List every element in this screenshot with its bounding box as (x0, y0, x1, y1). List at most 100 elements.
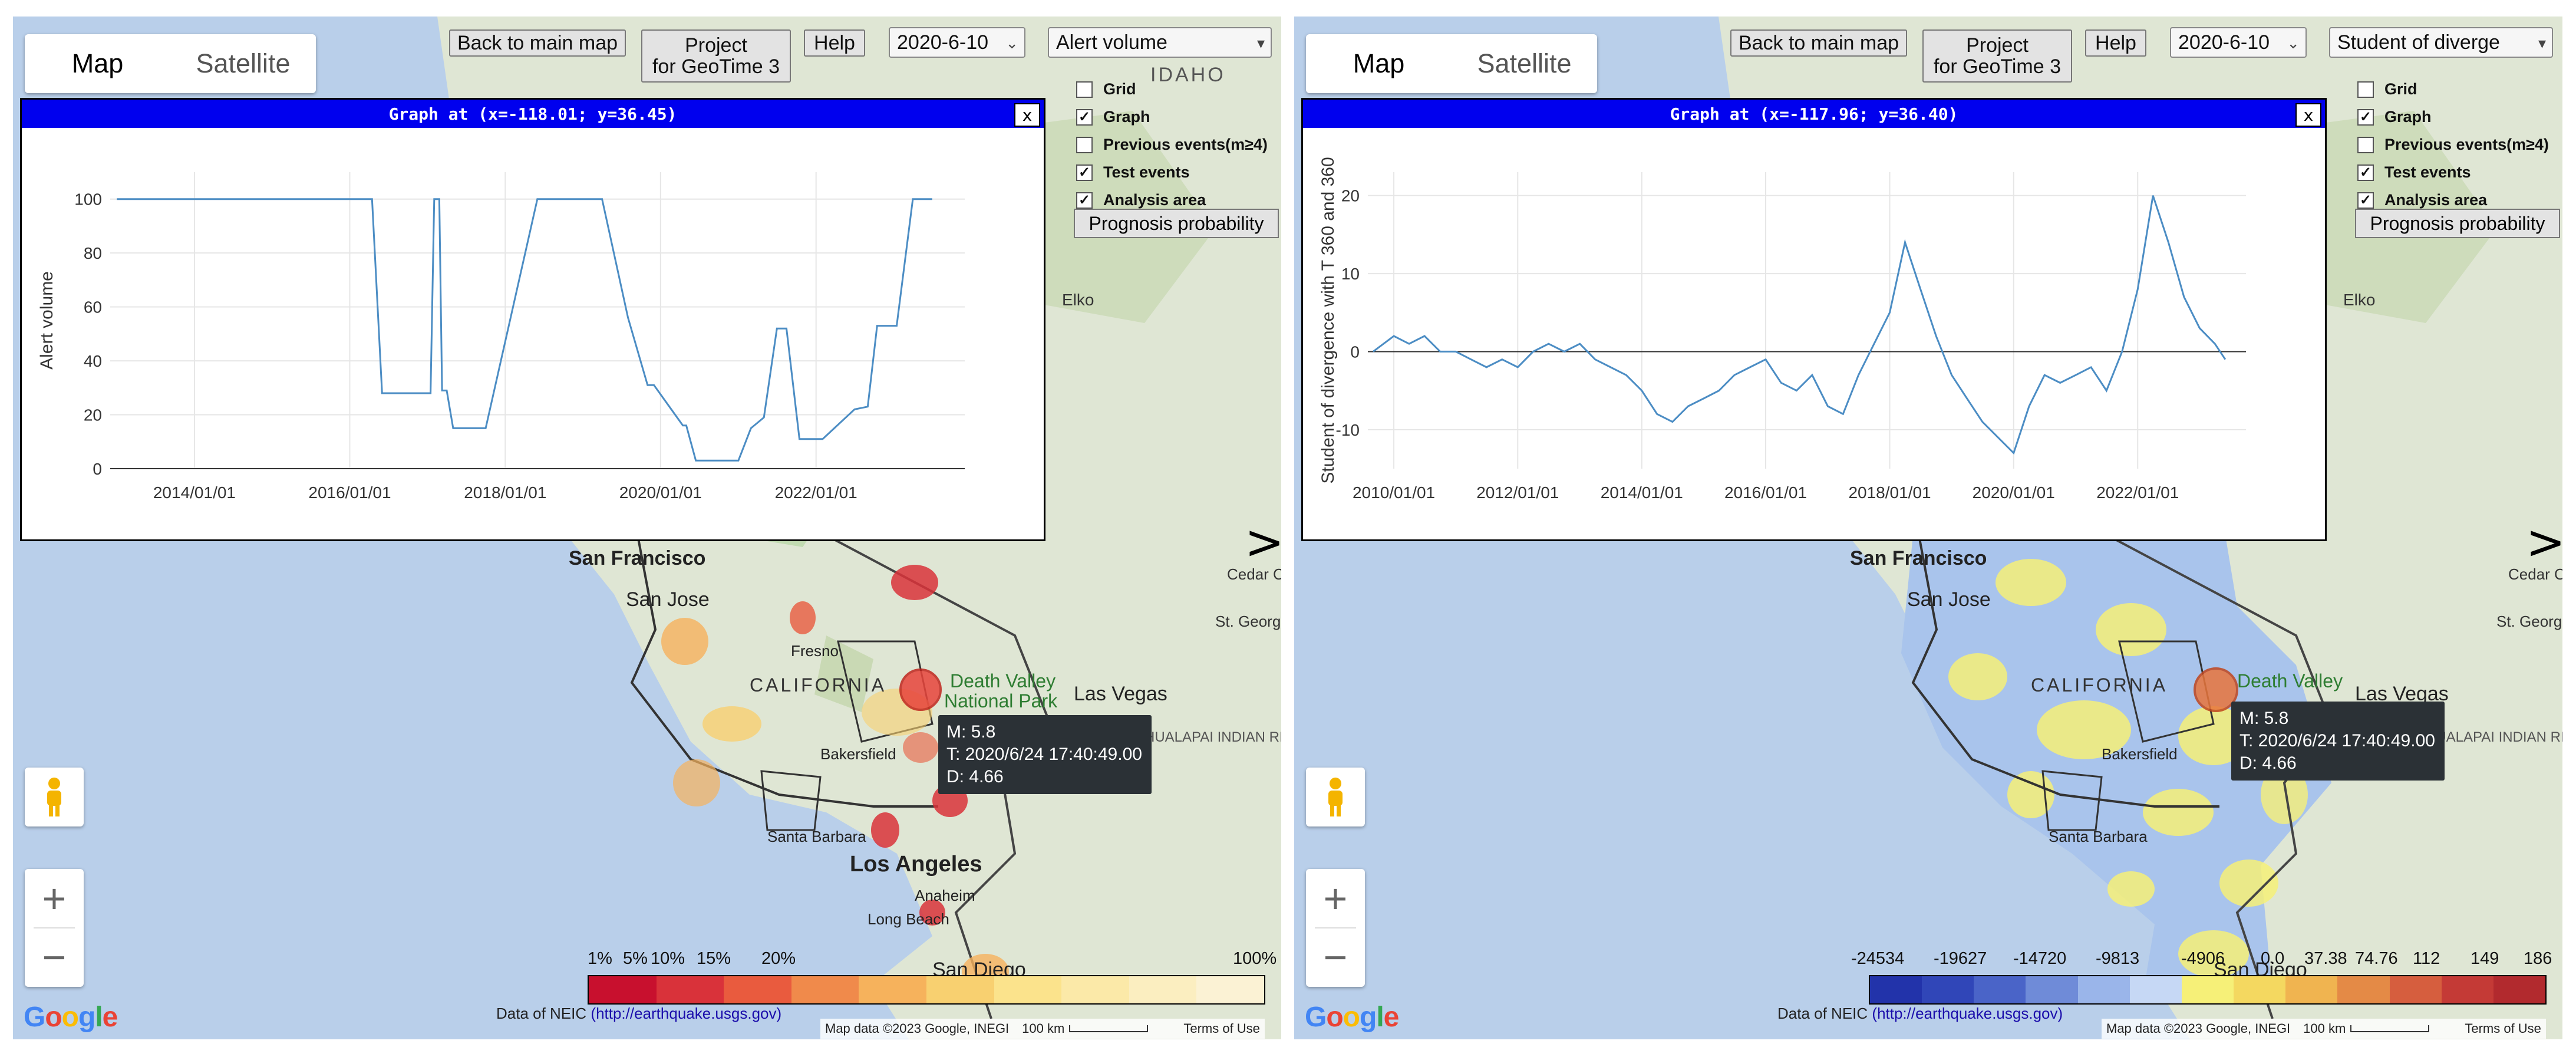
check-mark-icon[interactable]: ✓ (1076, 164, 1093, 181)
map-label-los-angeles: Los Angeles (850, 852, 982, 877)
legend-label: -24534 (1851, 949, 1905, 968)
check-mark-icon[interactable]: ✓ (2357, 192, 2374, 209)
zoom-in-icon[interactable]: + (1323, 875, 1348, 921)
map-label-idaho: IDAHO (1150, 64, 1226, 86)
date-select[interactable]: 2020-6-10 ⌄ (2170, 27, 2307, 58)
map-type-control: Map Satellite (25, 34, 316, 93)
map-label-san-jose: San Jose (626, 588, 710, 611)
graph-title: Graph at (x=-117.96; y=36.40) (1670, 104, 1958, 124)
data-source-link[interactable]: (http://earthquake.usgs.gov) (591, 1005, 782, 1022)
legend-swatch-1 (1922, 976, 1974, 1003)
map-label-cedar-city: Cedar City (2508, 565, 2562, 583)
checkbox-analysis-area[interactable]: ✓ Analysis area (2357, 186, 2558, 214)
map-type-satellite-button[interactable]: Satellite (196, 48, 291, 78)
legend-swatch-12 (2493, 976, 2546, 1003)
tooltip-magnitude: M: 5.8 (2239, 709, 2289, 728)
zoom-in-icon[interactable]: + (42, 875, 67, 921)
y-tick-label: 10 (1341, 265, 1360, 283)
map-label-santa-barbara: Santa Barbara (2049, 828, 2148, 845)
checkbox-previous-events[interactable]: Previous events(m≥4) (1076, 131, 1277, 159)
layer-checkboxes: Grid ✓ Graph Previous events(m≥4) ✓ Test e… (2357, 75, 2558, 214)
project-button-line2: for GeoTime 3 (1933, 55, 2062, 78)
map-type-map-button[interactable]: Map (1353, 48, 1405, 78)
data-source-link[interactable]: (http://earthquake.usgs.gov) (1872, 1005, 2063, 1022)
map-label-cedar-city: Cedar City (1227, 565, 1281, 583)
pegman-icon[interactable] (1306, 768, 1365, 826)
next-arrow-icon[interactable]: > (2526, 515, 2562, 569)
y-tick-label: 80 (84, 244, 102, 262)
x-tick-label: 2016/01/01 (308, 483, 391, 502)
back-to-main-map-button[interactable]: Back to main map (449, 29, 626, 57)
map-type-satellite-button[interactable]: Satellite (1477, 48, 1572, 78)
prognosis-probability-button[interactable]: Prognosis probability (1074, 209, 1279, 238)
event-tooltip: M: 5.8 T: 2020/6/24 17:40:49.00 D: 4.66 (2231, 702, 2445, 781)
checkbox-box[interactable] (1076, 136, 1093, 153)
legend-swatch-11 (2441, 976, 2493, 1003)
map-data-text[interactable]: Map data ©2023 Google, INEGI (2106, 1021, 2291, 1036)
terms-of-use-link[interactable]: Terms of Use (2465, 1021, 2541, 1036)
map-attribution: Map data ©2023 Google, INEGI 100 km Term… (820, 1019, 1265, 1039)
metric-select[interactable]: Student of diverge ▾ (2329, 27, 2553, 58)
map-type-control: Map Satellite (1306, 34, 1597, 93)
checkbox-label: Test events (2384, 163, 2471, 181)
checkbox-test-events[interactable]: ✓ Test events (1076, 159, 1277, 186)
legend-swatch-5 (2129, 976, 2182, 1003)
data-source-label: Data of NEIC (496, 1005, 587, 1022)
pegman-icon[interactable] (25, 768, 84, 826)
map-data-text[interactable]: Map data ©2023 Google, INEGI (825, 1021, 1010, 1036)
next-arrow-icon[interactable]: > (1245, 515, 1281, 569)
x-tick-label: 2010/01/01 (1353, 483, 1435, 502)
checkbox-analysis-area[interactable]: ✓ Analysis area (1076, 186, 1277, 214)
zoom-out-icon[interactable]: − (1323, 934, 1348, 980)
checkbox-box[interactable] (2357, 81, 2374, 98)
close-icon[interactable]: x (1014, 103, 1040, 127)
legend-swatch-6 (994, 976, 1062, 1003)
checkbox-box[interactable] (2357, 136, 2374, 153)
y-tick-label: -10 (1336, 421, 1360, 439)
earthquake-marker[interactable] (899, 669, 942, 711)
earthquake-marker[interactable] (2194, 667, 2238, 712)
checkbox-graph[interactable]: ✓ Graph (1076, 103, 1277, 131)
color-legend (588, 975, 1265, 1005)
map-label-las-vegas: Las Vegas (1074, 683, 1167, 705)
chevron-down-icon: ⌄ (1005, 34, 1018, 52)
map-type-map-button[interactable]: Map (71, 48, 124, 78)
metric-select-value: Student of diverge (2337, 31, 2500, 54)
zoom-control: + − (1306, 869, 1365, 987)
back-to-main-map-button[interactable]: Back to main map (1730, 29, 1907, 57)
checkbox-grid[interactable]: Grid (1076, 75, 1277, 103)
x-tick-label: 2014/01/01 (1601, 483, 1683, 502)
checkbox-box[interactable] (1076, 81, 1093, 98)
y-tick-label: 20 (1341, 187, 1360, 205)
zoom-out-icon[interactable]: − (42, 934, 67, 980)
check-mark-icon[interactable]: ✓ (2357, 164, 2374, 181)
help-button[interactable]: Help (804, 29, 865, 57)
prognosis-probability-button[interactable]: Prognosis probability (2355, 209, 2560, 238)
legend-swatch-3 (2026, 976, 2078, 1003)
checkbox-grid[interactable]: Grid (2357, 75, 2558, 103)
terms-of-use-link[interactable]: Terms of Use (1183, 1021, 1260, 1036)
caret-down-icon: ▾ (2538, 34, 2546, 52)
check-mark-icon[interactable]: ✓ (1076, 192, 1093, 209)
map-label-santa-barbara: Santa Barbara (767, 828, 866, 845)
help-button[interactable]: Help (2085, 29, 2146, 57)
student-divergence-chart: -10 0 10 20 2010/01/01 2012/01/01 2014/01/01 20… (1318, 157, 2246, 502)
checkbox-test-events[interactable]: ✓ Test events (2357, 159, 2558, 186)
map-label-hualapai: HUALAPAI INDIAN RESERVATION (2426, 729, 2562, 745)
graph-title-bar[interactable]: Graph at (x=-118.01; y=36.45) x (22, 100, 1044, 128)
checkbox-previous-events[interactable]: Previous events(m≥4) (2357, 131, 2558, 159)
project-geotime-button[interactable]: Project for GeoTime 3 (1922, 29, 2072, 83)
tooltip-time: T: 2020/6/24 17:40:49.00 (946, 745, 1142, 764)
check-mark-icon[interactable]: ✓ (2357, 108, 2374, 126)
close-icon[interactable]: x (2295, 103, 2321, 127)
graph-title-bar[interactable]: Graph at (x=-117.96; y=36.40) x (1303, 100, 2325, 128)
y-tick-label: 20 (84, 406, 102, 424)
map-label-elko: Elko (2343, 291, 2375, 309)
analysis-cell-2 (2041, 770, 2103, 831)
check-mark-icon[interactable]: ✓ (1076, 108, 1093, 126)
project-geotime-button[interactable]: Project for GeoTime 3 (641, 29, 791, 83)
date-select[interactable]: 2020-6-10 ⌄ (889, 27, 1025, 58)
map-label-st-george: St. George (2496, 613, 2562, 630)
metric-select[interactable]: Alert volume ▾ (1048, 27, 1272, 58)
checkbox-graph[interactable]: ✓ Graph (2357, 103, 2558, 131)
